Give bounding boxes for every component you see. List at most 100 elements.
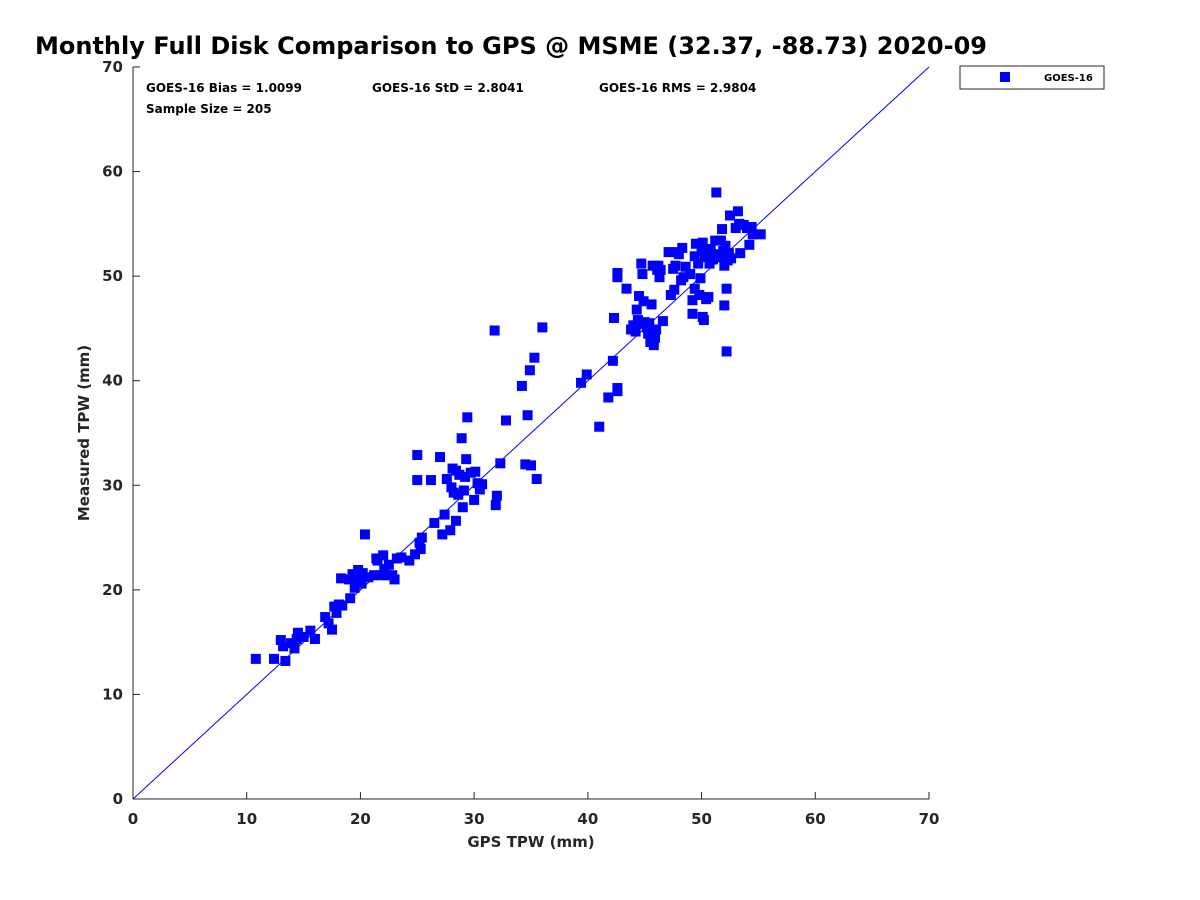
data-point (690, 238, 701, 249)
data-point (429, 517, 440, 528)
x-tick-label: 10 (236, 810, 257, 828)
data-point (634, 291, 645, 302)
data-point (744, 239, 755, 250)
data-point (526, 460, 536, 471)
data-point (344, 574, 355, 585)
data-point (665, 289, 676, 300)
data-point (289, 643, 300, 654)
data-point (637, 269, 648, 280)
data-point (612, 383, 623, 394)
data-point (381, 570, 392, 581)
data-point (529, 352, 540, 363)
y-tick-label: 10 (102, 685, 123, 703)
data-point (678, 272, 689, 283)
data-point (537, 322, 548, 333)
y-axis-ticks: 0 10 20 30 40 50 60 70 (102, 58, 140, 808)
data-point (655, 264, 666, 275)
data-point (349, 582, 360, 593)
data-point (345, 593, 356, 604)
data-point (327, 624, 337, 635)
y-tick-label: 70 (102, 58, 123, 76)
data-point (689, 283, 700, 294)
data-point (522, 410, 533, 421)
data-points (250, 187, 766, 666)
y-tick-label: 30 (102, 476, 123, 494)
data-point (687, 308, 698, 319)
data-point (470, 466, 481, 477)
data-point (437, 529, 448, 540)
y-tick-label: 0 (113, 790, 123, 808)
data-point (628, 320, 639, 331)
x-tick-label: 50 (691, 810, 712, 828)
data-point (291, 634, 302, 645)
data-point (719, 260, 730, 271)
x-axis-ticks: 0 10 20 30 40 50 60 70 (128, 792, 940, 828)
data-point (457, 502, 468, 513)
data-point (631, 304, 642, 315)
data-point (697, 237, 708, 248)
data-point (336, 573, 347, 584)
data-point (414, 537, 425, 548)
data-point (456, 433, 467, 444)
data-point (721, 283, 732, 294)
data-point (726, 253, 737, 264)
rms-annotation: GOES-16 RMS = 2.9804 (599, 81, 756, 95)
bias-annotation: GOES-16 Bias = 1.0099 (146, 81, 302, 95)
data-point (646, 299, 657, 310)
data-point (636, 258, 647, 269)
legend-marker (1000, 72, 1010, 82)
data-point (695, 273, 706, 284)
data-point (663, 247, 674, 258)
data-point (711, 187, 722, 198)
y-tick-label: 50 (102, 267, 123, 285)
data-point (357, 568, 368, 579)
data-point (416, 532, 427, 543)
data-point (735, 248, 746, 259)
y-tick-label: 40 (102, 372, 123, 390)
data-point (439, 509, 450, 520)
data-point (347, 569, 358, 580)
data-point (524, 365, 535, 376)
data-point (715, 235, 726, 246)
data-point (460, 471, 471, 482)
data-point (372, 555, 383, 566)
one-to-one-reference-line (132, 66, 930, 800)
data-point (732, 206, 743, 217)
data-point (657, 316, 668, 327)
chart-title: Monthly Full Disk Comparison to GPS @ MS… (35, 32, 987, 60)
data-point (383, 559, 394, 570)
data-point (607, 355, 618, 366)
std-annotation: GOES-16 StD = 2.8041 (372, 81, 524, 95)
data-point (269, 653, 280, 664)
data-point (359, 529, 370, 540)
data-point (441, 474, 452, 485)
x-tick-label: 20 (350, 810, 371, 828)
data-point (693, 258, 704, 269)
data-point (363, 572, 374, 583)
data-point (576, 377, 587, 388)
data-point (280, 655, 291, 666)
data-point (670, 260, 681, 271)
stats-annotations: GOES-16 Bias = 1.0099 GOES-16 StD = 2.80… (146, 81, 756, 116)
x-tick-label: 70 (919, 810, 940, 828)
data-point (292, 627, 303, 638)
data-point (412, 475, 423, 486)
data-point (389, 574, 400, 585)
data-point (491, 490, 502, 501)
data-point (747, 229, 758, 240)
data-point (309, 634, 320, 645)
data-point (320, 612, 331, 623)
data-point (323, 618, 334, 629)
data-point (453, 489, 464, 500)
data-point (669, 284, 680, 295)
data-point (694, 289, 705, 300)
data-point (689, 251, 700, 262)
data-point (458, 485, 469, 496)
data-point (746, 221, 757, 232)
data-point (755, 229, 766, 240)
data-point (696, 246, 707, 257)
data-point (531, 474, 542, 485)
data-point (638, 296, 649, 307)
data-point (489, 325, 500, 336)
